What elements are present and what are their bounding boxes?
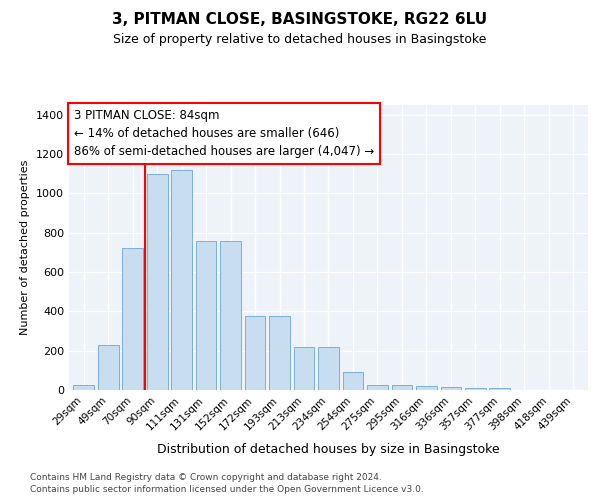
Bar	[245, 316, 265, 390]
Bar	[220, 240, 241, 390]
Text: Size of property relative to detached houses in Basingstoke: Size of property relative to detached ho…	[113, 32, 487, 46]
Bar	[122, 248, 143, 390]
Bar	[171, 170, 192, 390]
Bar	[465, 388, 486, 390]
Y-axis label: Number of detached properties: Number of detached properties	[20, 160, 31, 335]
Bar	[367, 385, 388, 390]
Text: Distribution of detached houses by size in Basingstoke: Distribution of detached houses by size …	[157, 442, 500, 456]
Bar	[293, 347, 314, 390]
Text: Contains public sector information licensed under the Open Government Licence v3: Contains public sector information licen…	[30, 485, 424, 494]
Bar	[490, 388, 510, 390]
Bar	[98, 345, 119, 390]
Bar	[147, 174, 167, 390]
Bar	[343, 372, 364, 390]
Bar	[269, 316, 290, 390]
Text: 3, PITMAN CLOSE, BASINGSTOKE, RG22 6LU: 3, PITMAN CLOSE, BASINGSTOKE, RG22 6LU	[112, 12, 488, 28]
Bar	[73, 385, 94, 390]
Bar	[440, 387, 461, 390]
Bar	[196, 240, 217, 390]
Bar	[392, 385, 412, 390]
Text: 3 PITMAN CLOSE: 84sqm
← 14% of detached houses are smaller (646)
86% of semi-det: 3 PITMAN CLOSE: 84sqm ← 14% of detached …	[74, 109, 374, 158]
Text: Contains HM Land Registry data © Crown copyright and database right 2024.: Contains HM Land Registry data © Crown c…	[30, 472, 382, 482]
Bar	[416, 386, 437, 390]
Bar	[318, 347, 339, 390]
